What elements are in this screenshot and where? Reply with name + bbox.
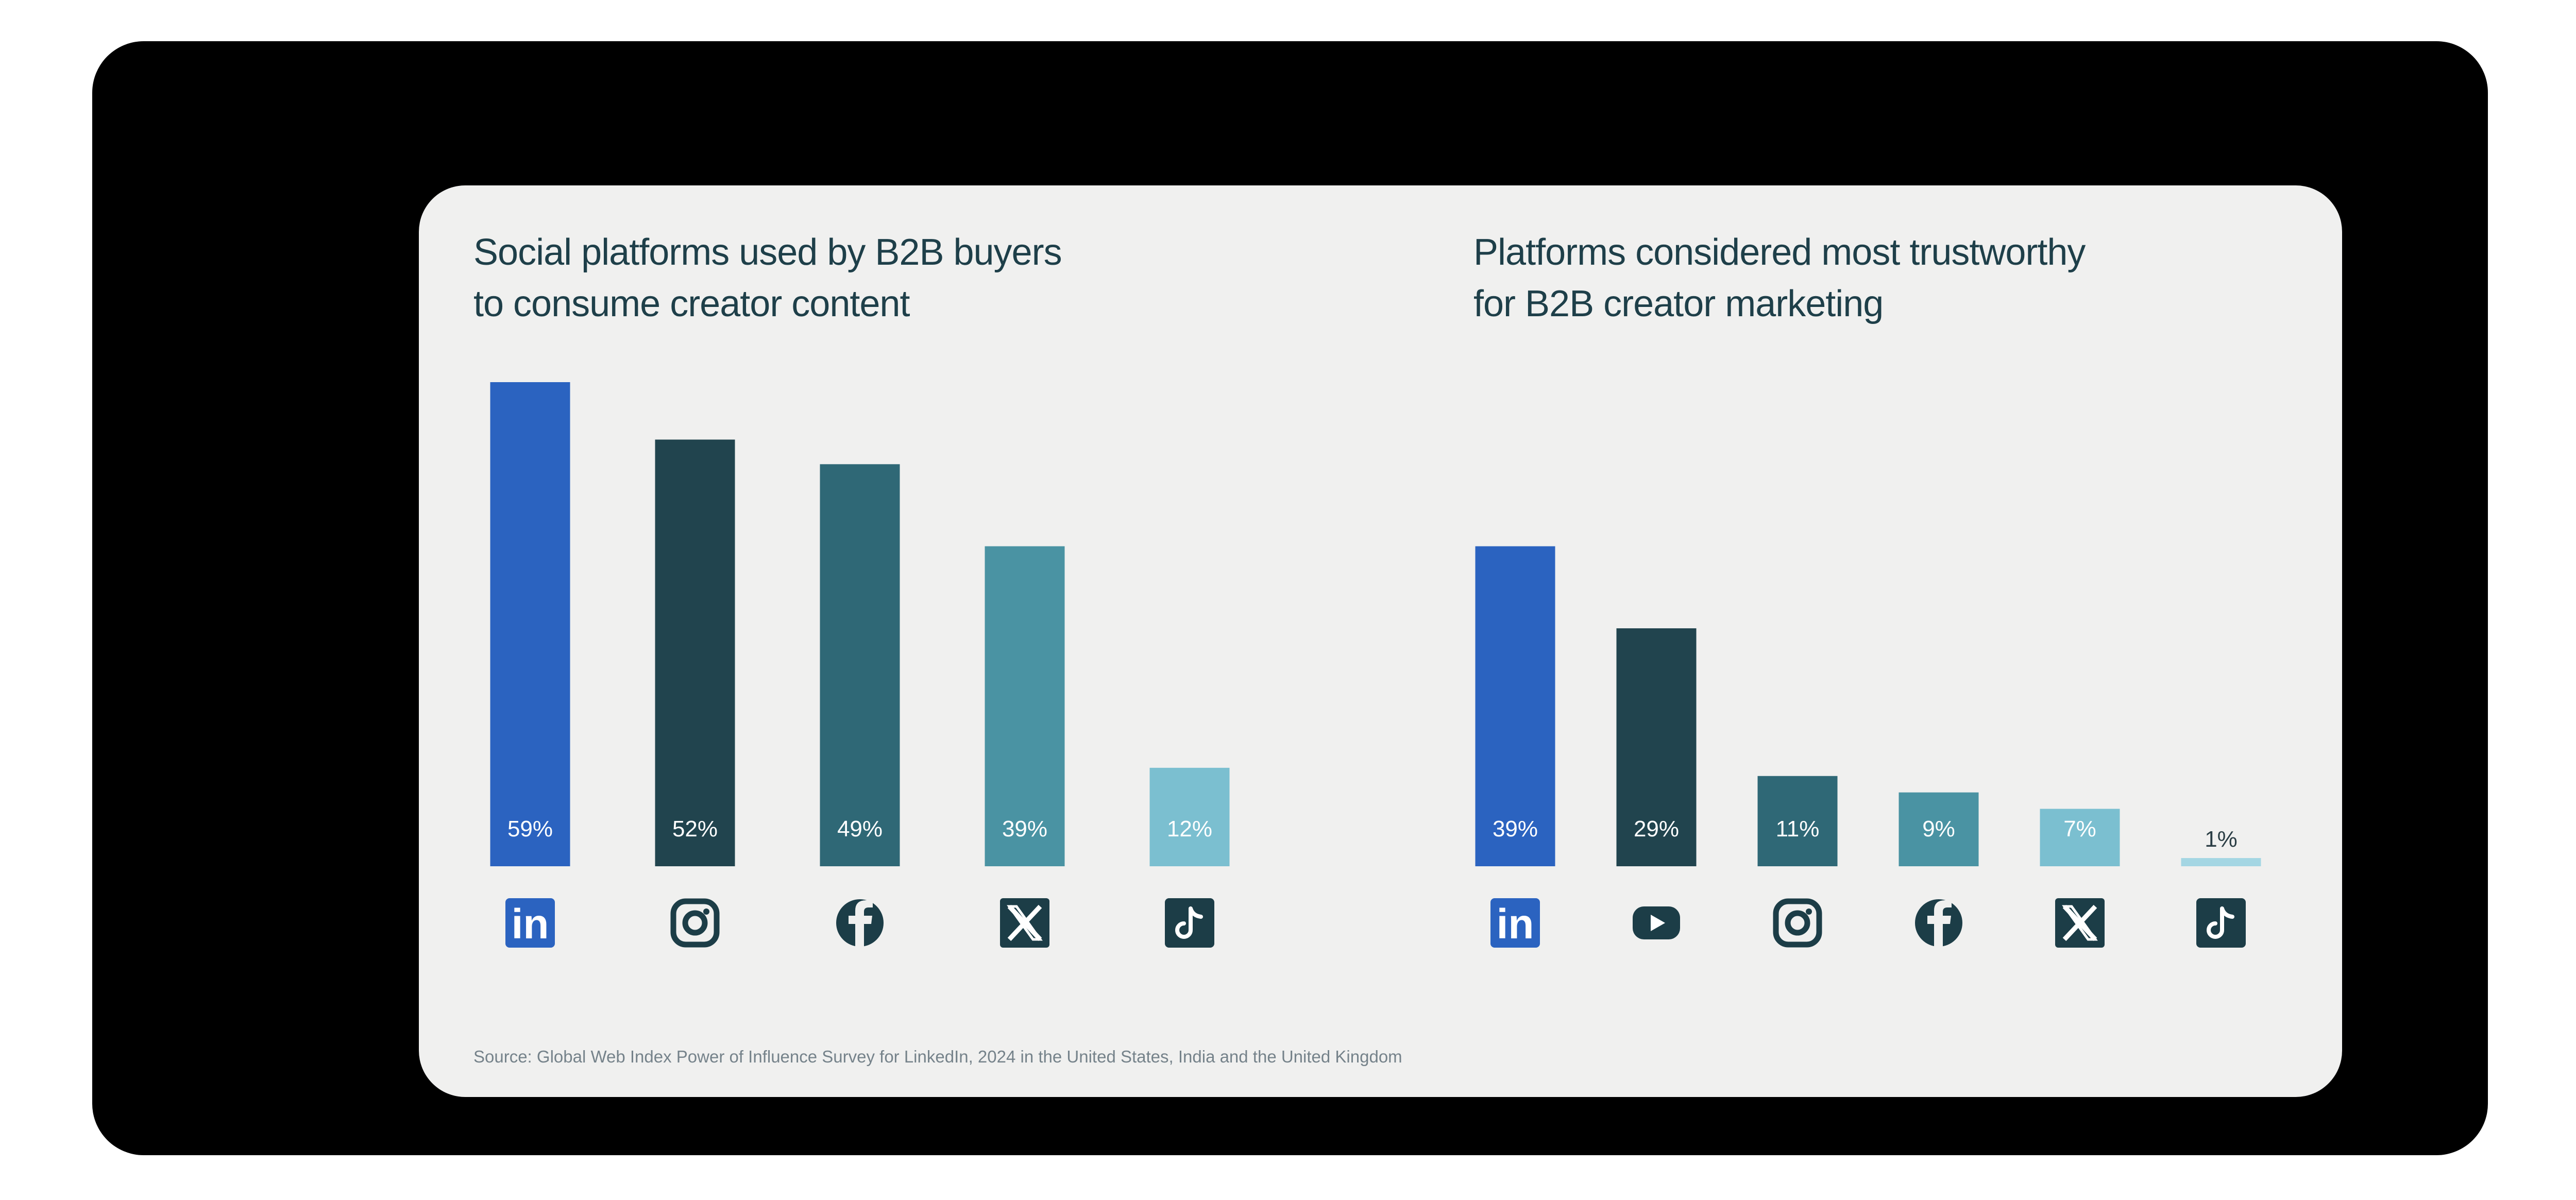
chart-2-bar-youtube: [1616, 628, 1697, 866]
chart-1-value-label: 12%: [1167, 816, 1212, 842]
chart-2-bar-facebook: [1899, 792, 1979, 866]
chart-1-value-label: 59%: [507, 816, 553, 842]
x-icon: [1000, 898, 1049, 948]
chart-1-value-label: 49%: [837, 816, 883, 842]
chart-2-bar-tiktok: [2181, 858, 2261, 866]
chart-2-value-label: 9%: [1922, 816, 1955, 842]
chart-1-value-label: 52%: [672, 816, 718, 842]
chart-1-bar-instagram: [655, 439, 735, 866]
linkedin-icon: in: [1490, 898, 1540, 948]
tiktok-icon: [2196, 898, 2246, 948]
svg-text:in: in: [1497, 901, 1534, 948]
chart-2-title-line-2: for B2B creator marketing: [1473, 283, 1884, 324]
x-icon: [2055, 898, 2105, 948]
source-note: Source: Global Web Index Power of Influe…: [473, 1047, 1402, 1066]
chart-2-value-label: 11%: [1776, 816, 1820, 842]
chart-2-value-label: 29%: [1634, 816, 1679, 842]
chart-2-value-label: 39%: [1493, 816, 1538, 842]
chart-2-title: Platforms considered most trustworthy fo…: [1473, 227, 2086, 330]
instagram-icon: [670, 898, 720, 948]
facebook-icon: [1915, 899, 1962, 947]
chart-1-value-label: 39%: [1002, 816, 1047, 842]
chart-1-bar-facebook: [820, 464, 900, 866]
chart-1-title-line-1: Social platforms used by B2B buyers: [473, 232, 1062, 273]
chart-2-bar-instagram: [1757, 776, 1838, 866]
chart-2-value-label: 1%: [2205, 827, 2238, 852]
chart-1-title-line-2: to consume creator content: [473, 283, 910, 324]
chart-1-bar-linkedin: [490, 382, 570, 866]
chart-2-bar-x: [2040, 809, 2120, 866]
black-frame: Social platforms used by B2B buyers to c…: [92, 41, 2488, 1155]
chart-2-bar-linkedin: [1475, 546, 1555, 866]
youtube-icon: [1633, 906, 1680, 939]
svg-text:in: in: [512, 901, 549, 948]
facebook-icon: [836, 899, 884, 947]
chart-2-bars: 39% in 29% 11% 9% 7% 1%: [1475, 546, 2261, 948]
linkedin-icon: in: [505, 898, 555, 948]
chart-1-bar-x: [985, 546, 1065, 866]
infographic-card: Social platforms used by B2B buyers to c…: [419, 185, 2342, 1097]
chart-1-title: Social platforms used by B2B buyers to c…: [473, 227, 1062, 330]
tiktok-icon: [1165, 898, 1214, 948]
chart-2-title-line-1: Platforms considered most trustworthy: [1473, 232, 2086, 273]
chart-2-value-label: 7%: [2063, 816, 2096, 842]
chart-1-bars: 59% in 52% 49% 39% 12%: [490, 382, 1230, 948]
chart-1-bar-tiktok: [1149, 767, 1230, 866]
instagram-icon: [1773, 898, 1822, 948]
